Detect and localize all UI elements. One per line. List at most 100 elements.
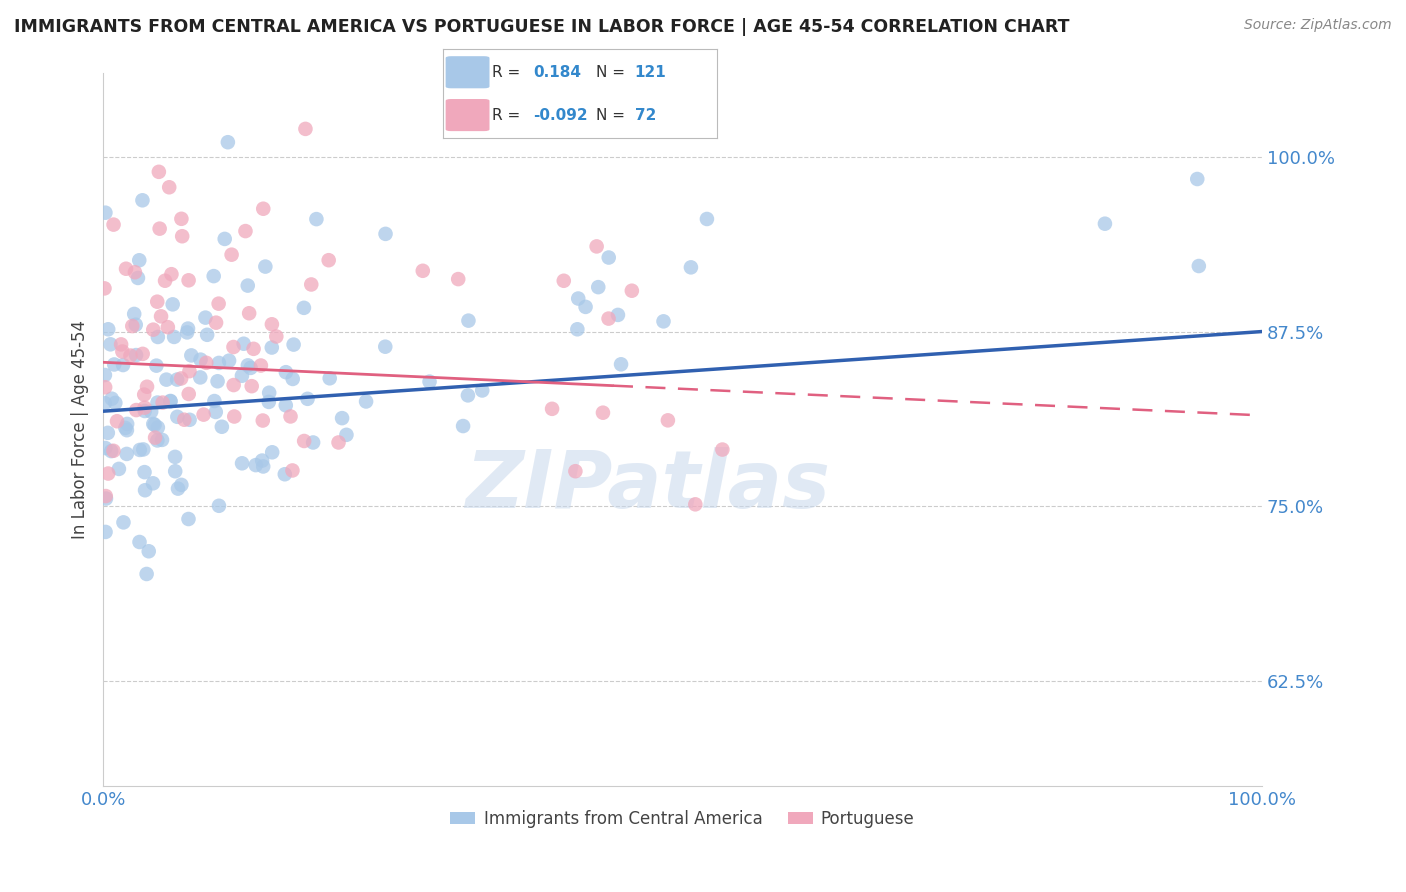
Point [100,337,122,351]
Point [131,347,153,361]
Point [280,409,302,424]
Point [190,352,212,367]
Point [471,384,494,398]
Point [120,349,142,363]
Point [585,239,607,253]
Legend: Immigrants from Central America, Portuguese: Immigrants from Central America, Portugu… [444,803,921,835]
Y-axis label: In Labor Force | Age 45-54: In Labor Force | Age 45-54 [72,320,89,539]
Point [281,463,304,477]
Text: R =: R = [492,65,526,79]
Point [115,417,138,431]
Point [103,443,125,458]
Point [177,387,200,401]
Point [128,442,150,457]
Point [156,320,179,334]
Point [146,434,169,448]
Point [567,322,589,336]
Point [260,318,283,332]
Point [231,368,253,383]
Point [195,327,218,342]
Point [330,411,353,425]
Point [250,359,273,373]
Point [145,359,167,373]
Point [207,374,229,388]
Point [222,340,245,354]
Point [541,401,564,416]
Point [110,337,132,351]
Text: 121: 121 [636,65,666,79]
Point [250,453,273,467]
Point [252,459,274,474]
Point [419,375,441,389]
Point [122,307,145,321]
Point [177,273,200,287]
Point [202,394,225,409]
Point [1188,259,1211,273]
Point [652,314,675,328]
Point [159,394,181,409]
Point [179,364,201,378]
Text: 0.184: 0.184 [533,65,581,79]
FancyBboxPatch shape [446,99,489,131]
Point [207,296,229,310]
Point [254,260,277,274]
Point [170,371,193,385]
Point [235,224,257,238]
Point [238,306,260,320]
Point [318,253,340,268]
Point [195,356,218,370]
Point [193,408,215,422]
Point [114,421,136,435]
Point [149,221,172,235]
Point [240,379,263,393]
Point [103,218,125,232]
Point [588,280,610,294]
Point [204,405,226,419]
Point [297,392,319,406]
Point [94,489,117,503]
Point [274,398,297,412]
Point [567,292,589,306]
Point [153,274,176,288]
Point [354,394,377,409]
Point [222,378,245,392]
Point [620,284,643,298]
FancyBboxPatch shape [446,56,489,88]
Point [292,301,315,315]
Point [447,272,470,286]
Point [319,371,342,385]
Text: ZIPatlas: ZIPatlas [465,448,831,525]
Point [125,318,148,332]
Point [135,566,157,581]
Point [457,388,479,402]
Point [257,385,280,400]
Point [97,322,120,336]
Point [242,342,264,356]
Point [1187,172,1209,186]
Point [134,401,156,415]
Point [607,308,630,322]
Text: R =: R = [492,108,526,122]
Point [128,535,150,549]
Point [245,458,267,472]
Point [101,392,124,406]
Point [172,229,194,244]
Point [148,165,170,179]
Point [143,417,166,432]
Point [134,404,156,418]
Point [115,447,138,461]
Point [166,409,188,424]
Point [103,358,125,372]
Point [94,368,117,382]
Point [299,277,322,292]
Point [134,483,156,498]
Point [711,442,734,457]
Point [260,341,283,355]
Point [93,281,115,295]
Point [239,360,262,375]
Point [150,433,173,447]
Point [657,413,679,427]
Point [146,330,169,344]
Point [202,269,225,284]
Point [143,431,166,445]
